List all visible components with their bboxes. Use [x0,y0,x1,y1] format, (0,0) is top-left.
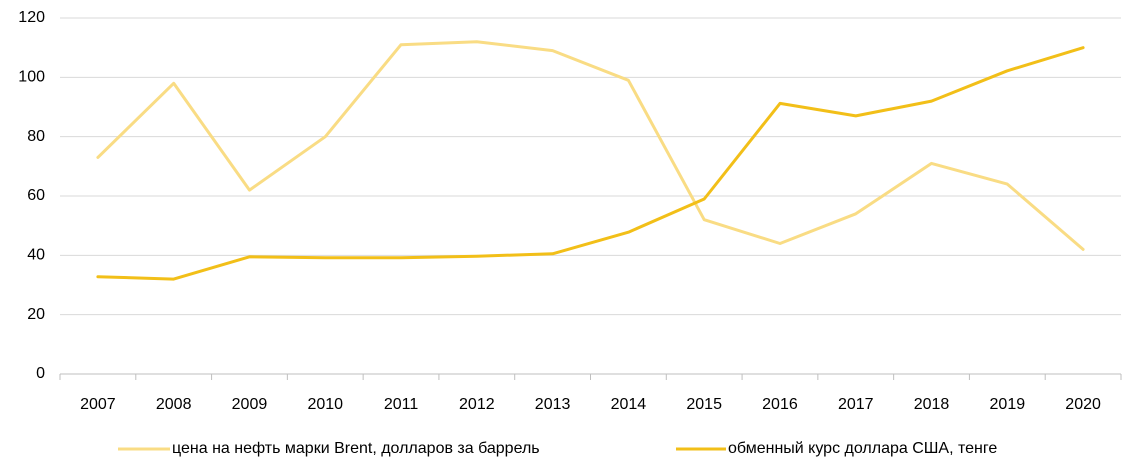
x-tick-label: 2007 [80,396,116,413]
x-tick-label: 2010 [307,396,343,413]
x-axis-tick-marks [59,374,1122,380]
series-lines [96,40,1085,281]
x-tick-label: 2012 [459,396,495,413]
x-tick-label: 2017 [838,396,874,413]
series-line-brent [96,40,1085,251]
legend-label-usd-rate: обменный курс доллара США, тенге [728,440,997,457]
series-line-usd-rate [96,46,1085,281]
y-tick-label: 120 [18,9,45,26]
x-tick-label: 2019 [990,396,1026,413]
y-tick-label: 80 [27,128,45,145]
x-tick-label: 2015 [686,396,722,413]
y-tick-label: 20 [27,306,45,323]
legend-item-brent: цена на нефть марки Brent, долларов за б… [118,440,540,457]
y-tick-label: 0 [36,365,45,382]
legend: цена на нефть марки Brent, долларов за б… [118,440,997,457]
y-tick-label: 60 [27,187,45,204]
x-tick-label: 2018 [914,396,950,413]
x-tick-label: 2016 [762,396,798,413]
x-tick-label: 2009 [232,396,268,413]
legend-item-usd-rate: обменный курс доллара США, тенге [676,440,997,457]
legend-label-brent: цена на нефть марки Brent, долларов за б… [172,440,540,457]
y-axis-tick-labels: 0 20 40 60 80 100 120 [18,9,45,382]
x-tick-label: 2014 [611,396,647,413]
y-tick-label: 40 [27,247,45,264]
x-tick-label: 2011 [384,396,419,413]
gridlines [60,17,1121,316]
x-tick-label: 2013 [535,396,571,413]
x-tick-label: 2008 [156,396,192,413]
y-tick-label: 100 [18,69,45,86]
x-tick-label: 2020 [1065,396,1101,413]
x-axis-tick-labels: 2007 2008 2009 2010 2011 2012 2013 2014 2015 2016… [80,396,1101,413]
